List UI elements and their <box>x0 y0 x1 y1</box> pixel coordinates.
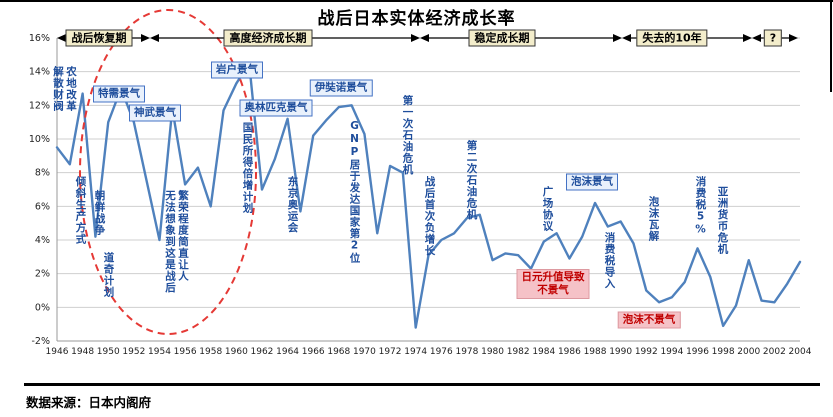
svg-text:1956: 1956 <box>174 347 197 357</box>
svg-text:1958: 1958 <box>199 347 222 357</box>
y-tick-label: 6% <box>35 201 50 212</box>
svg-text:1980: 1980 <box>481 347 504 357</box>
svg-text:1990: 1990 <box>609 347 632 357</box>
growth-line-chart: 16%14%12%10%8%6%4%2%0%-2%1946 1948 1950 195… <box>29 9 812 357</box>
right-edge-divider <box>830 0 832 92</box>
x-tick-labels: 1946 1948 1950 1952 1954 1956 1958 1960 1962 1964… <box>46 347 812 357</box>
svg-text:1966: 1966 <box>302 347 325 357</box>
svg-text:1960: 1960 <box>225 347 248 357</box>
svg-text:1968: 1968 <box>327 347 350 357</box>
y-tick-label: 16% <box>29 33 50 44</box>
svg-text:2000: 2000 <box>737 347 760 357</box>
svg-text:1976: 1976 <box>430 347 453 357</box>
highlight-ellipse <box>79 9 257 335</box>
svg-text:1988: 1988 <box>584 347 607 357</box>
svg-text:1946: 1946 <box>46 347 69 357</box>
growth-line <box>55 62 802 329</box>
svg-text:1970: 1970 <box>353 347 376 357</box>
svg-text:2002: 2002 <box>763 347 786 357</box>
y-tick-label: 8% <box>35 168 50 179</box>
period-arrow <box>57 34 150 42</box>
chart-title: 战后日本实体经济成长率 <box>317 9 516 29</box>
y-tick-label: 4% <box>35 235 50 246</box>
svg-text:1978: 1978 <box>455 347 478 357</box>
svg-text:1950: 1950 <box>97 347 120 357</box>
svg-text:1996: 1996 <box>686 347 709 357</box>
period-arrow <box>622 34 752 42</box>
svg-text:1952: 1952 <box>122 347 145 357</box>
svg-text:1974: 1974 <box>404 347 427 357</box>
svg-text:1982: 1982 <box>507 347 530 357</box>
footer-divider <box>24 383 820 386</box>
svg-text:2004: 2004 <box>789 347 812 357</box>
data-source-text: 数据来源：日本内阁府 <box>26 395 152 410</box>
svg-text:1962: 1962 <box>251 347 274 357</box>
top-divider <box>0 0 833 2</box>
y-tick-label: 2% <box>35 269 50 280</box>
svg-text:1986: 1986 <box>558 347 581 357</box>
svg-text:1994: 1994 <box>660 347 683 357</box>
y-tick-label: 12% <box>29 100 50 111</box>
svg-text:1992: 1992 <box>635 347 658 357</box>
y-tick-label: -2% <box>32 336 51 347</box>
svg-text:1972: 1972 <box>379 347 402 357</box>
svg-text:1964: 1964 <box>276 347 299 357</box>
svg-text:1948: 1948 <box>71 347 94 357</box>
period-arrow <box>150 34 420 42</box>
chart-area: 16% 14% 12% 10% 8% 6% 4% 2% 0% -2% 1946 1948 1950 195… <box>29 9 812 357</box>
y-tick-label: 0% <box>35 302 50 313</box>
period-arrow <box>752 34 798 42</box>
y-tick-label: 14% <box>29 67 50 78</box>
svg-text:1954: 1954 <box>148 347 171 357</box>
y-tick-label: 10% <box>29 134 50 145</box>
period-arrow <box>420 34 622 42</box>
svg-text:1984: 1984 <box>532 347 555 357</box>
svg-text:1998: 1998 <box>712 347 735 357</box>
